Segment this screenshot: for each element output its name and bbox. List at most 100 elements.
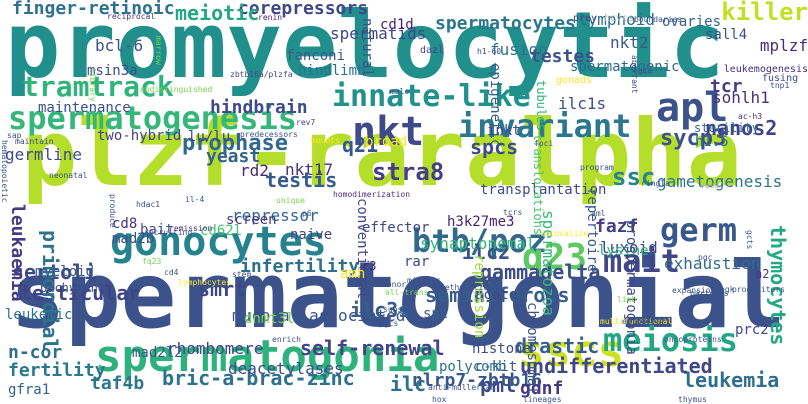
word-repression: repression [471, 254, 487, 339]
word-killer: killer [721, 0, 808, 26]
word-lymphocytes: lymphocytes [178, 278, 231, 287]
word-spermatogenic: spermatogenic [570, 59, 680, 75]
word-prophase: prophase [182, 131, 288, 156]
word-homodimerization: homodimerization [333, 190, 411, 199]
word-msin3a: msin3a [87, 63, 138, 79]
word-p6: p6 [302, 209, 312, 218]
word-leukemia: leukemia [683, 368, 780, 392]
word-rhombomere: rhombomere [167, 339, 264, 358]
word-deacetylases: deacetylases [228, 359, 344, 378]
word-luxoid: luxoid [600, 238, 658, 257]
word-ac-h3: ac-h3 [738, 112, 763, 121]
word-seminiferous: seminiferous [425, 283, 570, 307]
word-ilc2: ilc2 [462, 240, 511, 264]
word-screen: screen [226, 212, 277, 228]
word-colocalize: colocalize [540, 229, 589, 238]
word-h3k27me3: h3k27me3 [447, 214, 515, 230]
word-natural: natural [359, 18, 375, 78]
word-sap: sap [7, 131, 22, 140]
word-transplantation: transplantation [480, 182, 607, 198]
word-yeast: yeast [206, 146, 261, 167]
word-a2: a2 [755, 267, 770, 281]
word-translocations: translocations [531, 134, 545, 236]
word-unique: unique [276, 196, 305, 205]
word-maintain: maintain [15, 137, 54, 146]
word-anti-mullerian: anti-mullerian [428, 383, 496, 392]
word-thymus: thymus [678, 395, 707, 404]
word-spermatogonial: spermatogonial [10, 242, 786, 349]
word-sterility: sterility [694, 121, 760, 135]
word-rev7: rev7 [296, 118, 316, 127]
word-smrt: smrt [198, 277, 247, 301]
word-two-hybrid: two-hybrid [97, 128, 182, 144]
word-gfra1: gfra1 [8, 382, 51, 398]
word-nanos2: nanos2 [705, 116, 778, 140]
word-finger-retinoic: finger-retinoic [12, 0, 175, 19]
word-ssc: ssc [612, 163, 656, 191]
word-dnmt3l: dnmt3l [244, 311, 295, 327]
word-leukemogenesis: leukemogenesis [723, 64, 808, 75]
word-boundaries: boundaries [634, 15, 683, 24]
word-sohlh1: sohlh1 [712, 88, 770, 107]
word-cd1d: cd1d [380, 17, 414, 33]
word-spermatids: spermatids [330, 24, 427, 43]
word-progenitors: progenitors [732, 285, 785, 294]
word-bait: bait [140, 222, 174, 238]
word-naive: naive [290, 227, 333, 243]
word-leukemic: leukemic [5, 307, 73, 323]
word-hindbrain: hindbrain [210, 97, 308, 118]
word-pool: pool [644, 316, 664, 325]
word-cd62l: cd62l [200, 223, 243, 239]
word-spcs: spcs [470, 135, 519, 159]
word-expansion: expansion [672, 286, 716, 295]
word-nlrp7-zbtb16: nlrp7-zbtb16 [412, 370, 543, 391]
word-mad2l2: mad2l2 [132, 345, 183, 361]
word-mad2b: mad2b [112, 231, 155, 247]
word-myeloid: myeloid [35, 264, 95, 280]
word-undistinguished: undistinguished [140, 85, 213, 94]
word-spermatogenesis: spermatogenesis [8, 99, 297, 137]
word-aberrant: aberrant [630, 55, 639, 94]
word-oncoproteins: oncoproteins [664, 335, 722, 344]
word-prospermatogonia: prospermatogonia [623, 220, 639, 355]
word-hematopoietic: hematopoietic [0, 140, 9, 203]
word-lymphoid: lymphoid [578, 10, 656, 29]
word-fq23: fq23 [142, 257, 162, 266]
word-leukaemia: leukaemia [7, 204, 28, 302]
word-pgc: pgc [698, 253, 713, 262]
word-foci: foci [534, 139, 554, 148]
word-spermatogonia: spermatogonia [95, 331, 440, 382]
word-broad: broad [365, 134, 408, 150]
word-maintenance: maintenance [38, 100, 131, 116]
word-histone: histone [472, 341, 532, 357]
word-prc2: prc2 [735, 322, 769, 338]
word-reciprocal: reciprocal [107, 12, 156, 21]
word-repressor: repressor [232, 206, 319, 225]
word-enth: enth [622, 317, 642, 326]
word-nkt: nkt [352, 109, 425, 155]
word-apl: apl [656, 85, 729, 131]
word-spermatocytes: spermatocytes [435, 13, 576, 34]
word-synaptonemal: synaptonemal [420, 234, 536, 253]
word-hdac1: hdac1 [136, 200, 161, 209]
word-gdnf: gdnf [520, 378, 564, 399]
word-invariant: invariant [458, 107, 632, 145]
word-mitotic: mitotic [407, 276, 441, 285]
word-hindlimb: hindlimb [298, 63, 366, 79]
word-neonatal: neonatal [49, 171, 88, 180]
word-il-4: il-4 [185, 195, 205, 204]
word-rd2: rd2 [240, 161, 269, 180]
word-ilc3s: ilc3s [350, 298, 411, 322]
word-meiotic: meiotic [175, 1, 260, 25]
word-remission: remission [169, 224, 213, 233]
word-mounts: mounts [311, 136, 340, 145]
word-ilc: ilc [390, 372, 427, 396]
word-germ: germ [660, 211, 738, 249]
word-rar: rar [404, 254, 430, 270]
word-undifferentiated: undifferentiated [520, 354, 713, 378]
word-r3: r3 [362, 259, 377, 273]
word-recruiting: recruiting [144, 228, 193, 237]
word-amh: amh [340, 266, 366, 282]
word-limb: limb [617, 295, 637, 304]
word-prey: prey [573, 13, 598, 24]
